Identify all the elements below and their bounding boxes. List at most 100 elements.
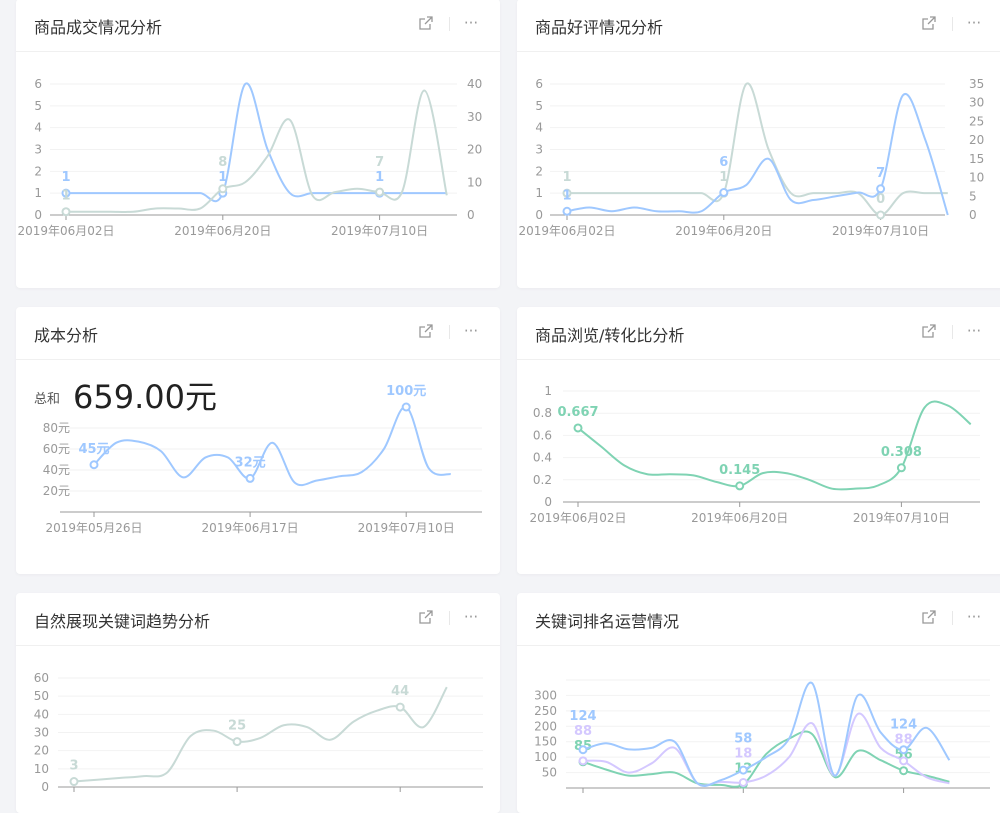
line-chart: 5010015020025030085125688188812458124: [534, 679, 990, 793]
data-point[interactable]: [899, 766, 909, 776]
data-label: 18: [734, 746, 752, 761]
external-link-icon[interactable]: [919, 13, 939, 33]
line-chart: 0 10 20 30 40 50 60 3 25 44: [34, 671, 483, 794]
y-tick-label: 10: [34, 762, 49, 776]
series-line: [566, 92, 949, 216]
data-point[interactable]: [719, 188, 729, 198]
card-title: 自然展现关键词趋势分析: [34, 612, 211, 631]
data-point[interactable]: [218, 184, 228, 194]
y2-tick-label: 35: [969, 77, 984, 91]
series-line: [582, 712, 950, 787]
data-label: 44: [391, 684, 409, 699]
external-link-icon[interactable]: [416, 13, 436, 33]
card-title: 商品成交情况分析: [34, 18, 163, 37]
y-tick-label: 60: [34, 671, 49, 685]
data-point[interactable]: [375, 187, 385, 197]
y2-tick-label: 40: [467, 77, 482, 91]
y-tick-label: 2: [535, 164, 543, 178]
data-point[interactable]: [738, 765, 748, 775]
data-point[interactable]: [578, 756, 588, 766]
data-label: 1: [562, 170, 571, 185]
y2-tick-label: 15: [969, 152, 984, 166]
data-label: 25: [228, 719, 246, 734]
card-header: 商品成交情况分析 ···: [16, 0, 500, 52]
external-link-icon[interactable]: [919, 607, 939, 627]
data-label: 6: [719, 155, 728, 170]
y-tick-label: 1: [535, 186, 543, 200]
x-tick-label: 2019年06月20日: [174, 224, 271, 238]
more-icon[interactable]: ···: [966, 608, 982, 626]
y-tick-label: 6: [535, 77, 543, 91]
y-tick-label: 0.2: [533, 473, 552, 487]
data-point[interactable]: [245, 473, 255, 483]
data-label: 88: [574, 724, 592, 739]
divider: [449, 17, 450, 31]
more-icon[interactable]: ···: [463, 608, 479, 626]
data-label: 1: [562, 188, 571, 203]
data-point[interactable]: [876, 210, 886, 220]
data-label: 1: [719, 170, 728, 185]
x-tick-label: 2019年05月26日: [45, 521, 142, 535]
y-tick-label: 50: [34, 689, 49, 703]
x-tick-label: 2019年06月02日: [518, 224, 615, 238]
data-point[interactable]: [395, 702, 405, 712]
data-label: 58: [734, 731, 752, 746]
data-point[interactable]: [573, 423, 583, 433]
data-point[interactable]: [89, 460, 99, 470]
data-point[interactable]: [578, 745, 588, 755]
more-icon[interactable]: ···: [966, 322, 982, 340]
y-tick-label: 0: [41, 780, 49, 794]
data-label: 1: [61, 189, 70, 204]
external-link-icon[interactable]: [416, 607, 436, 627]
data-point[interactable]: [899, 745, 909, 755]
data-label: 7: [876, 166, 885, 181]
y-tick-label: 0: [544, 495, 552, 509]
y-tick-label: 2: [34, 164, 42, 178]
y2-tick-label: 10: [969, 171, 984, 185]
external-link-icon[interactable]: [919, 321, 939, 341]
data-point[interactable]: [899, 756, 909, 766]
y-tick-label: 5: [535, 99, 543, 113]
y2-tick-label: 5: [969, 189, 977, 203]
data-point[interactable]: [896, 463, 906, 473]
more-icon[interactable]: ···: [463, 322, 479, 340]
data-point[interactable]: [738, 777, 748, 787]
divider: [952, 17, 953, 31]
card-title: 商品好评情况分析: [535, 18, 664, 37]
data-point[interactable]: [61, 207, 71, 217]
more-icon[interactable]: ···: [463, 14, 479, 32]
series-line: [577, 400, 972, 491]
data-label: 8: [218, 155, 227, 170]
y-tick-label: 0.6: [533, 428, 552, 442]
x-tick-label: 2019年06月02日: [529, 511, 626, 525]
data-point[interactable]: [69, 777, 79, 787]
external-link-icon[interactable]: [416, 321, 436, 341]
data-point[interactable]: [876, 184, 886, 194]
more-icon[interactable]: ···: [966, 14, 982, 32]
card-title: 成本分析: [34, 326, 99, 345]
data-point[interactable]: [401, 402, 411, 412]
data-point[interactable]: [735, 481, 745, 491]
data-label: 0.667: [557, 405, 598, 420]
data-point[interactable]: [232, 737, 242, 747]
data-label: 0: [876, 192, 885, 207]
y-tick-label: 3: [535, 143, 543, 157]
y-tick-label: 200: [534, 719, 557, 733]
x-tick-label: 2019年07月10日: [358, 521, 455, 535]
data-label: 100元: [386, 384, 426, 399]
card-header: 商品浏览/转化比分析 ···: [517, 307, 1000, 360]
data-point[interactable]: [562, 188, 572, 198]
y-tick-label: 6: [34, 77, 42, 91]
data-label: 1: [218, 170, 227, 185]
y-tick-label: 0: [34, 208, 42, 222]
x-tick-label: 2019年07月10日: [853, 511, 950, 525]
card-header: 关键词排名运营情况 ···: [517, 593, 1000, 646]
data-label: 0.308: [881, 445, 922, 460]
data-point[interactable]: [562, 206, 572, 216]
y2-tick-label: 0: [969, 208, 977, 222]
data-point[interactable]: [61, 188, 71, 198]
x-tick-label: 2019年06月20日: [675, 224, 772, 238]
chart-card: 商品好评情况分析 ··· 0 1 2 3 4 5 6 0 5 10 15 20 25 30 35 2019年06…: [517, 0, 1000, 288]
chart-card: 成本分析 ··· 总和 659.00元 20元 40元 60元 80元 2019年05月26日…: [16, 307, 500, 574]
y-tick-label: 4: [535, 121, 543, 135]
